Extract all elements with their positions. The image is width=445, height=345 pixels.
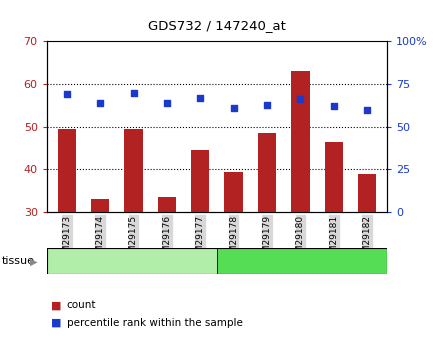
Text: GSM29177: GSM29177 — [196, 215, 205, 264]
Text: tissue: tissue — [2, 256, 35, 266]
Text: Malpighian tubule: Malpighian tubule — [82, 256, 182, 266]
Point — [230, 105, 237, 111]
Text: ■: ■ — [51, 300, 62, 310]
Text: whole organism: whole organism — [258, 256, 346, 266]
Bar — [324, 142, 343, 212]
Text: count: count — [67, 300, 96, 310]
Text: GSM29175: GSM29175 — [129, 215, 138, 264]
Bar — [47, 248, 217, 274]
Point — [63, 91, 70, 97]
Bar — [358, 174, 376, 212]
Bar — [191, 150, 210, 212]
Bar — [91, 199, 109, 212]
Text: GSM29178: GSM29178 — [229, 215, 238, 264]
Text: percentile rank within the sample: percentile rank within the sample — [67, 318, 243, 327]
Text: GSM29181: GSM29181 — [329, 215, 338, 264]
Text: GSM29180: GSM29180 — [296, 215, 305, 264]
Bar — [224, 171, 243, 212]
Text: ▶: ▶ — [30, 256, 38, 266]
Text: GSM29174: GSM29174 — [96, 215, 105, 264]
Text: GSM29173: GSM29173 — [62, 215, 71, 264]
Bar — [124, 129, 143, 212]
Point — [197, 95, 204, 100]
Bar — [291, 71, 310, 212]
Text: GSM29179: GSM29179 — [263, 215, 271, 264]
Point — [97, 100, 104, 106]
Point — [364, 107, 371, 112]
Text: ■: ■ — [51, 318, 62, 327]
Text: GSM29182: GSM29182 — [363, 215, 372, 264]
Text: GSM29176: GSM29176 — [162, 215, 171, 264]
Text: GDS732 / 147240_at: GDS732 / 147240_at — [148, 19, 286, 32]
Bar — [158, 197, 176, 212]
Bar — [57, 129, 76, 212]
Point — [263, 102, 271, 107]
Bar — [258, 133, 276, 212]
Point — [163, 100, 170, 106]
Point — [130, 90, 137, 95]
Point — [297, 97, 304, 102]
Point — [330, 104, 337, 109]
Bar — [217, 248, 387, 274]
